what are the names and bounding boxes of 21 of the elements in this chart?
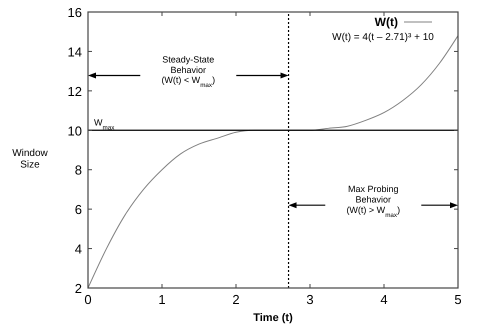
y-tick-label: 10	[68, 123, 82, 138]
x-tick-label: 1	[158, 292, 166, 307]
legend-label: W(t)	[374, 15, 398, 29]
annotation: W(t) = 4(t – 2.71)³ + 10	[332, 32, 434, 43]
y-axis-title: Window Size	[12, 148, 49, 170]
y-tick-label: 8	[74, 162, 82, 178]
x-axis-title: Time (t)	[253, 312, 294, 324]
x-tick-label: 2	[232, 292, 240, 307]
y-tick-label: 12	[68, 84, 82, 99]
ref-line-label: W$_{max}$	[94, 117, 116, 131]
x-tick-label: 4	[380, 292, 388, 307]
x-tick-label: 0	[84, 292, 92, 307]
y-tick-label: 4	[74, 242, 82, 257]
y-tick-label: 16	[68, 5, 82, 20]
annotation: Max Probing Behavior (W(t) > W$_{max}$)	[346, 184, 400, 218]
annotation: Steady-State Behavior (W(t) < W$_{max}$)	[161, 54, 216, 89]
x-tick-label: 3	[306, 292, 314, 307]
y-tick-label: 2	[74, 281, 82, 296]
x-tick-label: 5	[454, 292, 462, 307]
y-tick-label: 14	[68, 44, 82, 60]
y-tick-label: 6	[74, 202, 82, 218]
